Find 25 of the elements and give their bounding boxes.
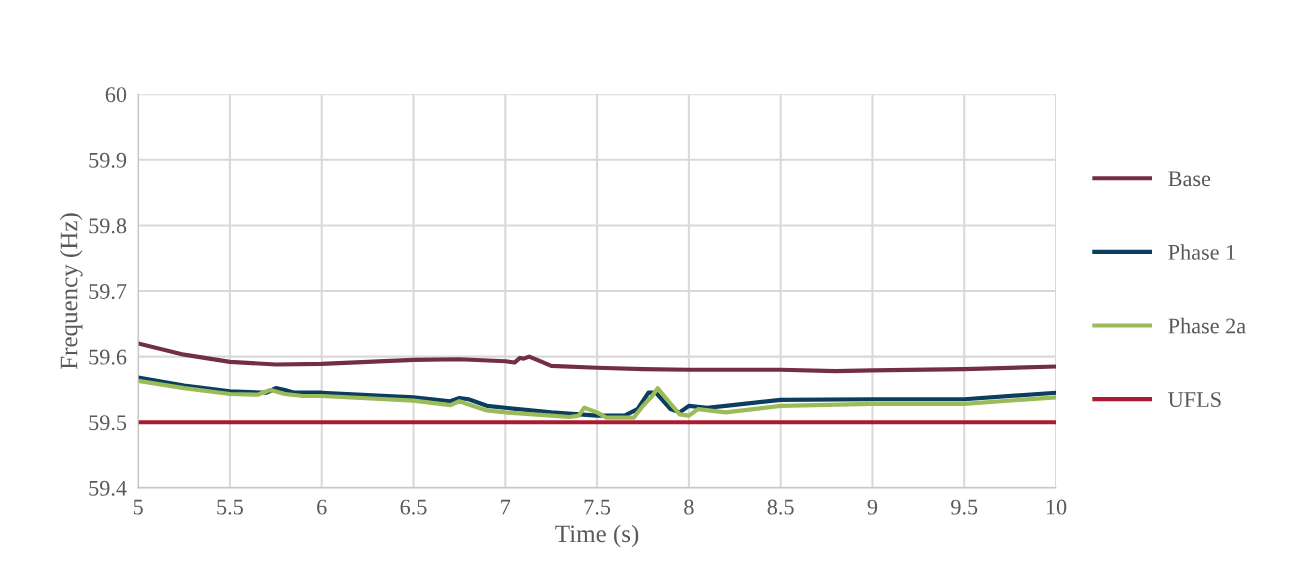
x-axis-title: Time (s)	[555, 524, 639, 548]
x-tick-label: 5.5	[217, 499, 243, 515]
x-tick-label: 6	[317, 499, 327, 515]
y-tick-label: 59.7	[89, 284, 127, 300]
legend-label: Phase 2a	[1168, 317, 1246, 334]
y-tick-label: 59.8	[89, 218, 127, 234]
legend-label: Base	[1168, 171, 1211, 187]
legend-label: UFLS	[1168, 392, 1221, 408]
legend-label: Phase 1	[1168, 244, 1235, 260]
line-series	[138, 341, 1057, 374]
x-tick-label: 8.5	[767, 499, 794, 515]
y-tick-label: 59.5	[89, 415, 127, 431]
y-axis-title: Frequency (Hz)	[59, 213, 83, 370]
y-tick-label: 60	[105, 87, 127, 103]
x-tick-label: 5	[133, 499, 143, 515]
x-tick-label: 7.5	[584, 499, 611, 515]
x-tick-label: 9.5	[951, 499, 978, 515]
x-tick-label: 6.5	[400, 499, 427, 515]
y-tick-label: 59.6	[89, 349, 127, 365]
y-tick-label: 59.9	[89, 152, 127, 168]
x-tick-label: 9	[867, 499, 878, 515]
x-tick-label: 7	[501, 499, 511, 515]
x-tick-label: 10	[1046, 499, 1067, 515]
y-tick-label: 59.4	[89, 480, 127, 496]
x-tick-label: 8	[684, 499, 694, 515]
